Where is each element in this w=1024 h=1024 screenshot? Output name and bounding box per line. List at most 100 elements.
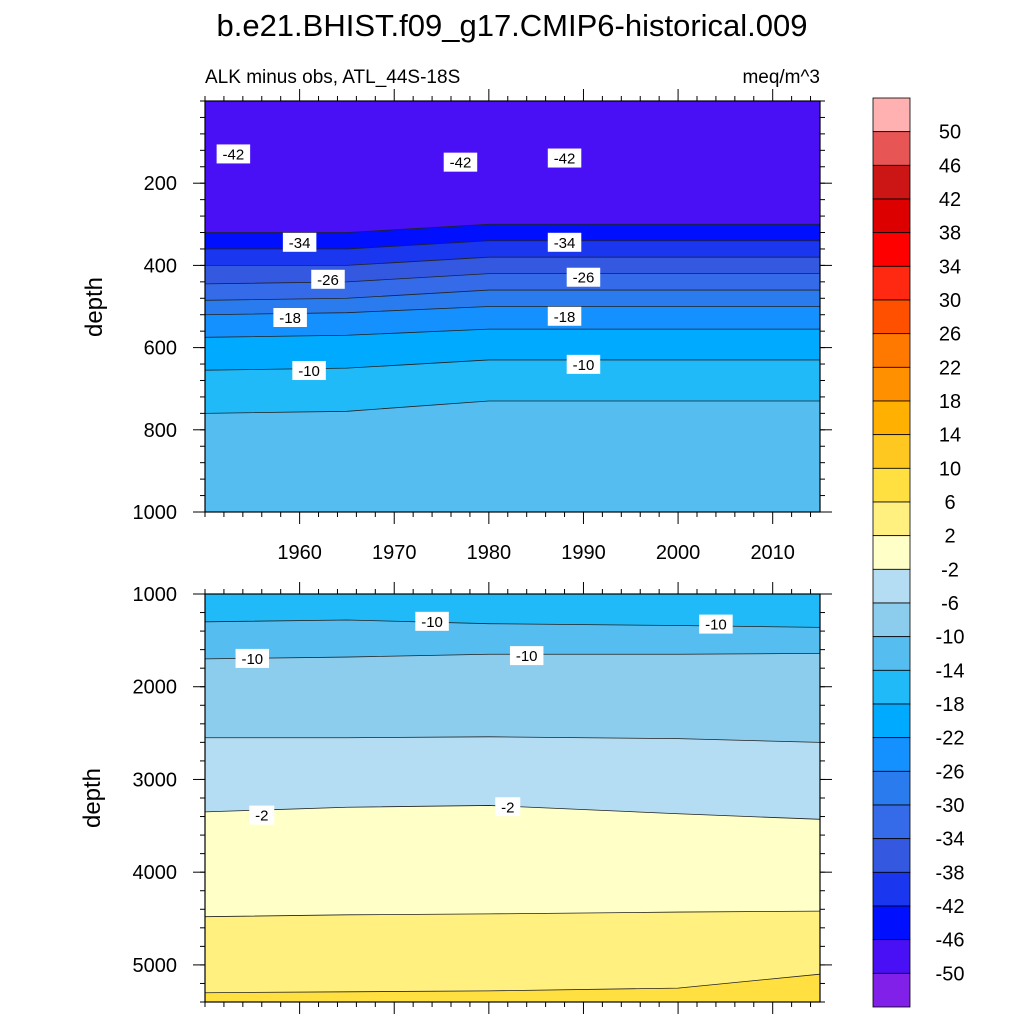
colorbar-swatch [872, 501, 911, 537]
colorbar-label: 22 [939, 357, 961, 379]
contour-label-box [509, 646, 544, 666]
colorbar-label: -38 [936, 862, 965, 884]
colorbar-label: 26 [939, 324, 961, 346]
contour-label-box [547, 148, 582, 168]
contour-label-box [292, 361, 326, 381]
colorbar-label: -18 [936, 694, 965, 716]
y-tick-label: 2000 [133, 677, 178, 699]
contour-label-box [216, 144, 251, 164]
colorbar-label: 2 [944, 526, 955, 548]
contour-line [204, 910, 821, 918]
colorbar-swatch [872, 905, 911, 941]
colorbar-label: -2 [941, 559, 959, 581]
colorbar-label: -22 [936, 728, 965, 750]
colorbar-label: -10 [936, 627, 965, 649]
contour-label: -34 [289, 235, 311, 252]
colorbar-swatch [872, 838, 911, 873]
contour-label: -34 [554, 235, 576, 252]
contour-label: -10 [516, 648, 538, 665]
contour-label: -2 [255, 808, 268, 825]
contour-label-box [273, 308, 307, 328]
colorbar-swatch [872, 164, 911, 200]
contour-label-box [699, 614, 733, 634]
colorbar-swatch [872, 366, 911, 402]
y-tick-label: 600 [144, 338, 177, 360]
x-tick-label: 2000 [656, 542, 701, 564]
colorbar-label: -30 [936, 795, 965, 817]
contour-line [204, 805, 821, 820]
colorbar-label: 14 [939, 425, 961, 447]
y-tick-label: 1000 [133, 502, 178, 524]
colorbar-swatch [872, 265, 911, 301]
colorbar-label: 46 [939, 155, 961, 177]
contour-label: -10 [421, 614, 443, 631]
contour-label-box [566, 267, 601, 287]
lower-y-axis-label: depth [79, 768, 106, 828]
upper-panel: -42 -42 -42 -34 -34 -26 -26 -18 -18 -10 -10 200 400 6… [133, 89, 832, 564]
colorbar-swatch [872, 770, 911, 806]
band-10 [205, 974, 820, 1002]
subtitle-units: meq/m^3 [742, 67, 820, 88]
colorbar-swatch [872, 97, 911, 133]
contour-label-box [547, 232, 582, 252]
x-tick-label: 2010 [750, 542, 795, 564]
colorbar-label: -46 [936, 930, 965, 952]
contour-label-box [566, 354, 601, 374]
y-tick-label: 200 [144, 173, 177, 195]
contour-label: -18 [554, 309, 576, 326]
x-tick-label: 1970 [372, 542, 417, 564]
contour-label: -10 [573, 357, 595, 374]
contour-label-box [547, 306, 582, 326]
contour-line [204, 328, 820, 338]
colorbar-swatch [872, 804, 911, 840]
colorbar-label: -42 [936, 896, 965, 918]
colorbar-label: 38 [939, 223, 961, 245]
contour-label: -26 [573, 270, 595, 287]
lower-panel: -10 -10 -10 -10 -2 -2 1000 2000 3000 4000 5000 [133, 582, 832, 1014]
x-tick-label: 1960 [277, 542, 322, 564]
colorbar-swatch [872, 232, 911, 267]
colorbar-swatch [872, 299, 911, 335]
contour-label-box [311, 269, 345, 289]
colorbar-swatch [872, 703, 911, 739]
contour-line [205, 256, 820, 266]
colorbar-swatch [872, 535, 911, 570]
colorbar-swatch [872, 434, 911, 469]
contour-line [204, 973, 821, 994]
x-tick-label: 1980 [467, 542, 512, 564]
contour-label-box [249, 805, 275, 825]
colorbar: 50 46 42 38 34 30 26 22 18 14 10 6 2 -2 -6 -10 -14 -18 -22… [872, 97, 965, 1008]
plot-frame [204, 100, 821, 513]
band-6 [205, 911, 820, 1002]
contour-label-box [495, 797, 521, 817]
colorbar-swatch [872, 333, 911, 368]
figure-title: b.e21.BHIST.f09_g17.CMIP6-historical.009 [216, 8, 807, 43]
contour-line [204, 273, 820, 285]
contour-label: -42 [450, 155, 472, 172]
colorbar-swatch [872, 871, 911, 907]
y-tick-label: 400 [144, 255, 177, 277]
colorbar-label: 42 [939, 189, 961, 211]
contour-label: -2 [501, 799, 514, 816]
contour-label: -26 [317, 272, 339, 289]
colorbar-label: 10 [939, 458, 961, 480]
contour-label: -42 [554, 151, 576, 168]
colorbar-swatch [872, 131, 911, 166]
y-tick-label: 3000 [133, 769, 178, 791]
colorbar-label: 34 [939, 256, 961, 278]
colorbar-label: 50 [939, 122, 961, 144]
colorbar-label: -34 [936, 829, 965, 851]
contour-line [205, 223, 820, 233]
contour-label: -10 [705, 617, 727, 634]
colorbar-swatch [872, 198, 911, 234]
colorbar-swatch [872, 939, 911, 974]
contour-label: -10 [298, 363, 320, 380]
subtitle-left: ALK minus obs, ATL_44S-18S [205, 67, 460, 88]
colorbar-label: -14 [936, 660, 965, 682]
colorbar-swatch [872, 636, 911, 671]
colorbar-swatch [872, 400, 911, 436]
x-tick-label: 1990 [561, 542, 606, 564]
y-tick-label: 800 [144, 420, 177, 442]
colorbar-swatch [872, 568, 911, 604]
